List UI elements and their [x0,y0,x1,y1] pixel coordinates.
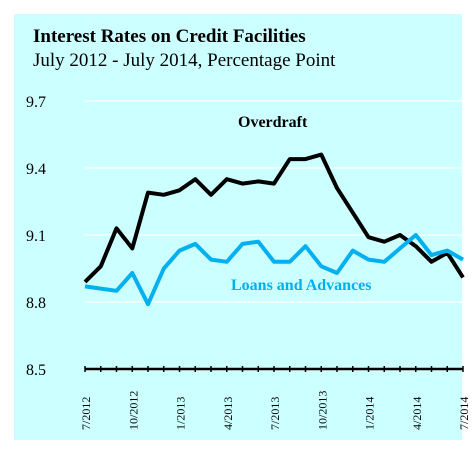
series-label-loans-and-advances: Loans and Advances [231,277,372,294]
x-tick-label-0: 7/2012 [79,397,93,430]
y-tick-label-1: 8.8 [26,295,46,312]
y-tick-label-4: 9.7 [26,94,46,111]
series-line-loans-and-advances [84,233,464,307]
x-tick-label-1: 10/2012 [126,391,140,430]
series-line-overdraft [83,152,465,284]
y-tick-label-0: 8.5 [26,362,46,379]
x-tick-label-7: 4/2014 [410,397,424,430]
y-tick-label-3: 9.4 [26,161,46,178]
x-tick-label-2: 1/2013 [174,397,188,430]
chart-title: Interest Rates on Credit Facilities [33,26,306,47]
chart-subtitle: July 2012 - July 2014, Percentage Point [33,50,336,71]
x-tick-label-6: 1/2014 [363,397,377,430]
series-label-overdraft: Overdraft [238,114,308,131]
y-tick-label-2: 9.1 [26,228,46,245]
x-tick-label-3: 4/2013 [221,397,235,430]
x-tick-label-8: 7/2014 [457,397,471,430]
x-tick-label-5: 10/2013 [315,391,329,430]
x-tick-label-4: 7/2013 [268,397,282,430]
